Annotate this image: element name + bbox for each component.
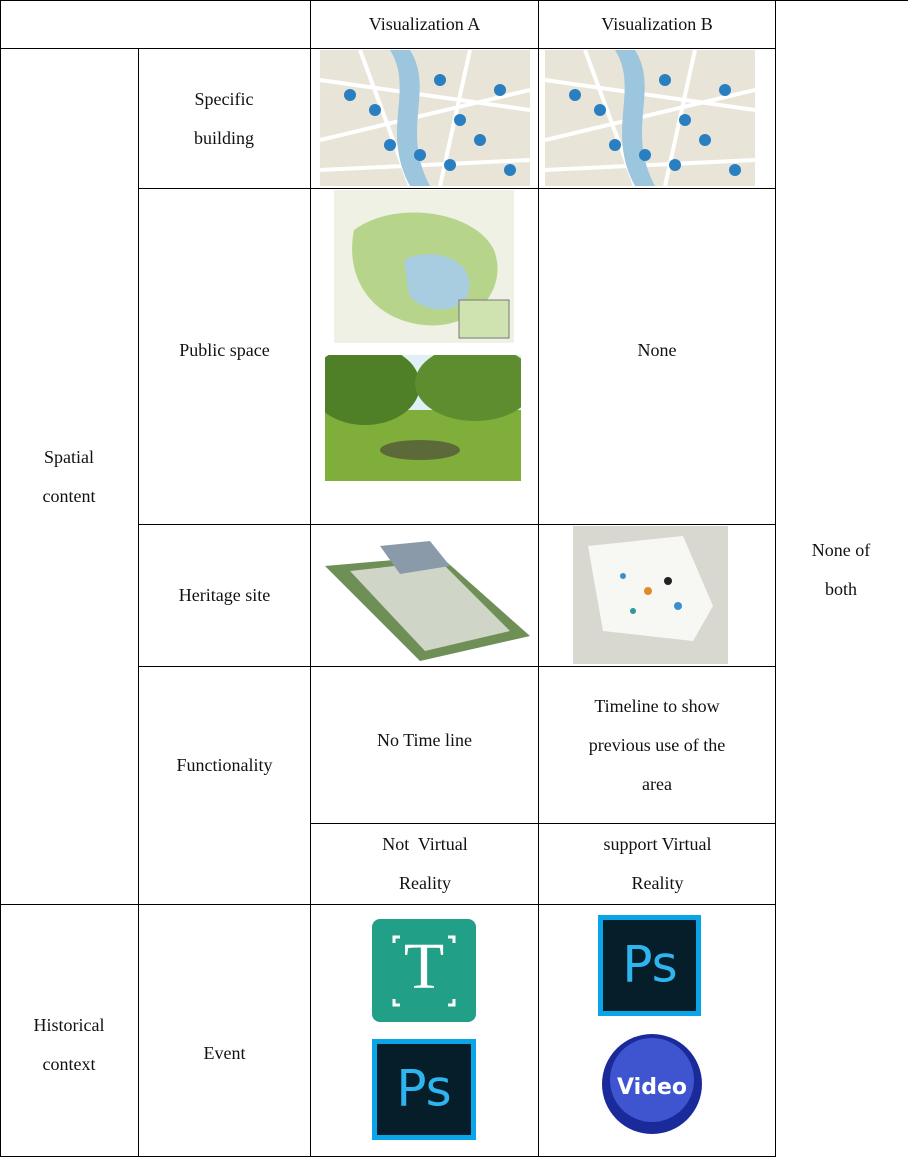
rule xyxy=(310,0,311,1157)
map-image xyxy=(545,50,755,186)
rule xyxy=(138,48,139,1157)
column-header: Visualization A xyxy=(368,14,481,34)
row-label: Event xyxy=(203,1042,246,1063)
park-map-image xyxy=(334,190,514,343)
column-header: Visualization B xyxy=(601,14,713,34)
icon-label: Video xyxy=(617,1075,687,1100)
cell-text: None xyxy=(637,339,677,360)
row-label: Specific building xyxy=(193,88,254,148)
group-label: Historical context xyxy=(33,1015,105,1074)
site-3d-image xyxy=(320,526,535,664)
cell-text: None of both xyxy=(811,540,871,599)
icon-label: Ps xyxy=(396,1060,451,1118)
rule xyxy=(0,904,775,905)
group-label: Spatial content xyxy=(42,446,96,506)
cell-text: support Virtual Reality xyxy=(603,834,712,893)
rule xyxy=(0,0,1,1157)
icon-label: T xyxy=(404,930,444,1003)
cell-text: Not Virtual Reality xyxy=(382,834,473,893)
rule xyxy=(0,48,775,49)
icon-ps: Ps xyxy=(372,1039,476,1140)
rule xyxy=(775,0,776,1157)
rule xyxy=(138,524,775,525)
icon-ps: Ps xyxy=(598,915,701,1016)
icon-label: Ps xyxy=(622,936,677,994)
park-photo xyxy=(325,355,521,481)
cell-text: Timeline to show previous use of the are… xyxy=(588,695,726,794)
rule xyxy=(138,666,775,667)
icon-video: Video xyxy=(602,1034,702,1134)
rule xyxy=(310,823,775,824)
cell-text: No Time line xyxy=(376,729,473,750)
rule xyxy=(0,0,908,1)
rule xyxy=(538,0,539,1157)
map-image xyxy=(320,50,530,186)
row-label: Functionality xyxy=(176,754,273,775)
row-label: Public space xyxy=(179,339,270,360)
rule xyxy=(138,188,775,189)
row-label: Heritage site xyxy=(178,585,271,605)
icon-t: T xyxy=(372,919,476,1022)
site-map-image xyxy=(573,526,728,664)
